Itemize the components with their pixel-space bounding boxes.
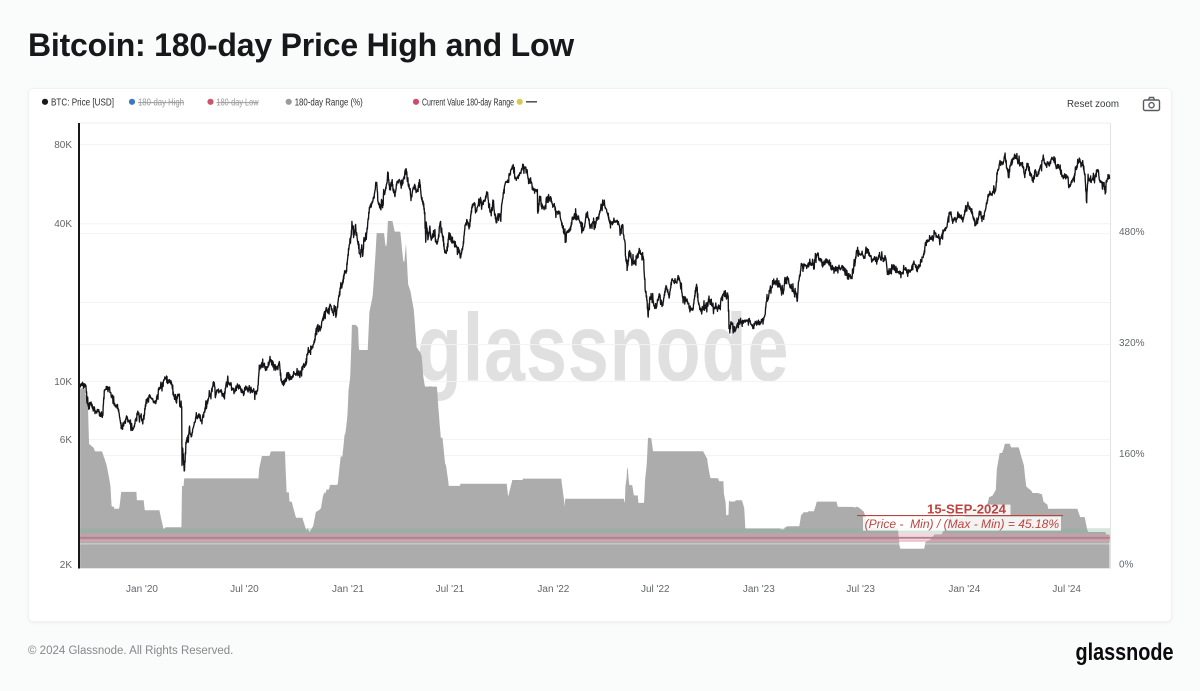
- svg-text:Jan '21: Jan '21: [332, 584, 364, 595]
- svg-text:Jul '21: Jul '21: [436, 584, 465, 595]
- svg-text:(Price - Min) / (Max - Min) =: (Price - Min) / (Max - Min) = 45.18%: [865, 517, 1060, 531]
- svg-text:2K: 2K: [60, 560, 73, 571]
- svg-text:Jul '22: Jul '22: [641, 584, 670, 595]
- svg-text:Jul '20: Jul '20: [230, 584, 259, 595]
- svg-text:160%: 160%: [1119, 449, 1145, 460]
- svg-text:Reset zoom: Reset zoom: [1067, 98, 1119, 110]
- svg-text:Jan '22: Jan '22: [537, 584, 569, 595]
- svg-text:320%: 320%: [1119, 338, 1145, 349]
- svg-text:Jul '24: Jul '24: [1052, 584, 1081, 595]
- svg-text:15-SEP-2024: 15-SEP-2024: [927, 502, 1007, 517]
- svg-text:Jul '23: Jul '23: [846, 584, 875, 595]
- svg-text:Jan '24: Jan '24: [948, 584, 980, 595]
- svg-text:Current Value 180-day Range: Current Value 180-day Range: [422, 97, 514, 108]
- svg-text:glassnode: glassnode: [1076, 639, 1174, 666]
- svg-text:40K: 40K: [54, 219, 72, 230]
- svg-text:180-day High: 180-day High: [138, 97, 184, 108]
- svg-text:0%: 0%: [1119, 560, 1134, 571]
- svg-text:glassnode: glassnode: [417, 294, 789, 402]
- svg-text:180-day Low: 180-day Low: [217, 97, 260, 108]
- svg-text:10K: 10K: [54, 377, 72, 388]
- svg-text:Jan '20: Jan '20: [126, 584, 158, 595]
- svg-text:Jan '23: Jan '23: [743, 584, 775, 595]
- svg-text:6K: 6K: [60, 435, 73, 446]
- svg-text:BTC: Price [USD]: BTC: Price [USD]: [51, 97, 114, 108]
- svg-text:80K: 80K: [54, 140, 72, 151]
- svg-text:180-day Range (%): 180-day Range (%): [295, 97, 363, 108]
- svg-text:480%: 480%: [1119, 227, 1145, 238]
